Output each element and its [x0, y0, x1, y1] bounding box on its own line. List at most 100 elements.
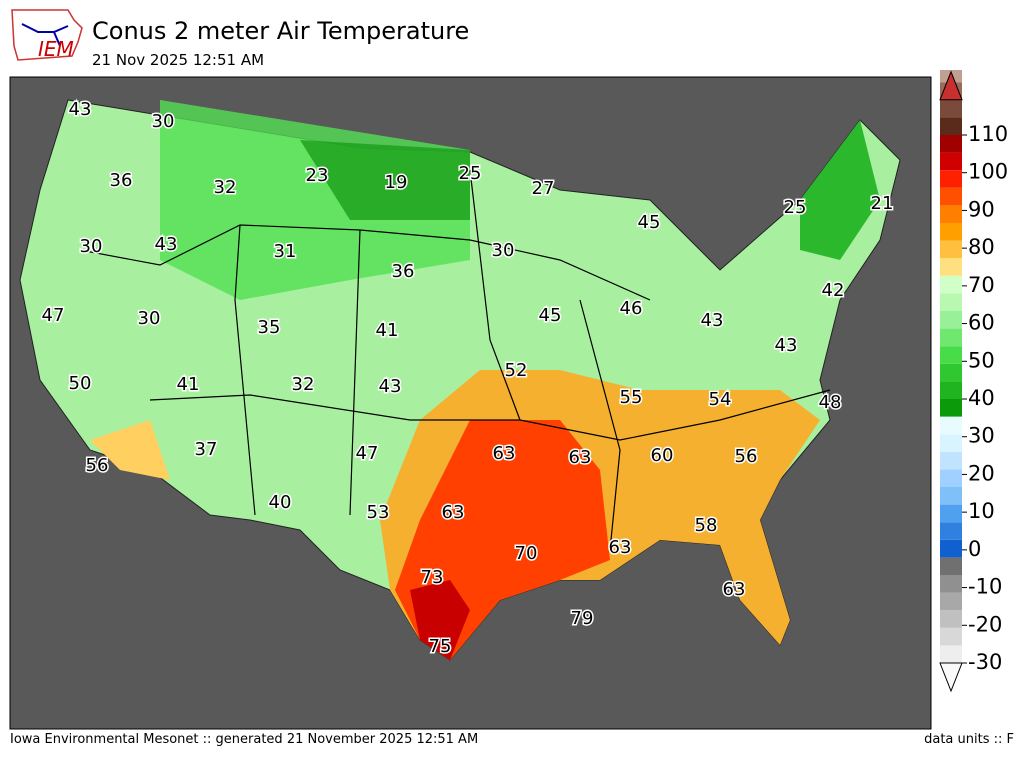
colorbar-tick-label: -10 [968, 575, 1002, 599]
temperature-label: 52 [505, 360, 528, 381]
logo: IEM [11, 9, 83, 61]
footer-right: data units :: F [924, 732, 1014, 747]
colorbar-band [940, 557, 962, 575]
temperature-label: 30 [492, 240, 515, 261]
colorbar-band [940, 487, 962, 505]
temperature-label: 50 [69, 373, 92, 394]
temperature-label: 63 [442, 502, 465, 523]
colorbar-tick-label: -30 [968, 650, 1002, 674]
colorbar-band [940, 522, 962, 540]
colorbar-tick-label: 40 [968, 386, 995, 410]
borders [79, 169, 831, 551]
colorbar-tick-label: 60 [968, 311, 995, 335]
colorbar-top [939, 70, 963, 101]
temperature-label: 25 [459, 163, 482, 184]
temperature-label: 75 [429, 636, 452, 657]
temperature-label: 42 [822, 280, 845, 301]
colorbar-bottom [939, 662, 963, 693]
temperature-label: 63 [609, 537, 632, 558]
colorbar-band [940, 223, 962, 241]
colorbar-band [940, 416, 962, 435]
temperature-label: 23 [306, 165, 329, 186]
colorbar-tick-label: 50 [968, 348, 995, 372]
zone-dark-green [300, 140, 470, 220]
colorbar-tick-label: 0 [968, 537, 981, 561]
colorbar-band [940, 627, 962, 646]
colorbar-band [940, 328, 962, 347]
temperature-label: 25 [784, 197, 807, 218]
temperature-label: 32 [214, 177, 237, 198]
colorbar-band [940, 117, 962, 135]
temperature-label: 41 [177, 374, 200, 395]
colorbar-band [940, 311, 962, 329]
temperature-label: 47 [42, 305, 65, 326]
colorbar-band [940, 399, 962, 417]
colorbar-band [940, 135, 962, 153]
temperature-label: 58 [695, 515, 718, 536]
colorbar-band [940, 170, 962, 188]
temperature-label: 47 [356, 443, 379, 464]
colorbar-band [940, 592, 962, 611]
colorbar-band [940, 381, 962, 399]
temperature-label: 79 [571, 608, 594, 629]
temperature-label: 32 [292, 374, 315, 395]
colorbar-band [940, 205, 962, 223]
colorbar-tick-label: 70 [968, 273, 995, 297]
colorbar-band [940, 240, 962, 259]
temperature-label: 30 [138, 308, 161, 329]
colorbar-tick-label: 90 [968, 197, 995, 221]
title: Conus 2 meter Air Temperature [92, 17, 470, 45]
temperature-label: 46 [620, 298, 643, 319]
colorbar-band [940, 610, 962, 628]
colorbar-tick-label: -20 [968, 612, 1002, 636]
subtitle: 21 Nov 2025 12:51 AM [92, 51, 265, 69]
colorbar-band [940, 469, 962, 487]
temperature-label: 36 [392, 261, 415, 282]
temperature-label: 60 [651, 445, 674, 466]
colorbar-band [940, 258, 962, 276]
temperature-label: 55 [620, 387, 643, 408]
colorbar-band [940, 187, 962, 206]
colorbar-band [940, 363, 962, 382]
temperature-label: 21 [871, 193, 894, 214]
temperature-label: 43 [701, 310, 724, 331]
logo-text: IEM [38, 37, 74, 61]
temperature-label: 45 [638, 212, 661, 233]
colorbar-tick-label: 30 [968, 424, 995, 448]
temperature-label: 63 [493, 443, 516, 464]
colorbar-tick-label: 80 [968, 235, 995, 259]
colorbar-band [940, 504, 962, 523]
temperature-label: 30 [152, 111, 175, 132]
colorbar-band [940, 99, 962, 118]
temperature-label: 63 [723, 579, 746, 600]
colorbar-band [940, 275, 962, 294]
colorbar-tick-label: 20 [968, 461, 995, 485]
temperature-label: 45 [539, 305, 562, 326]
colorbar-band [940, 539, 962, 558]
temperature-label: 27 [532, 178, 555, 199]
zone-hottest [410, 580, 470, 660]
temperature-label: 41 [376, 320, 399, 341]
temperature-label: 56 [86, 455, 109, 476]
temperature-label: 56 [735, 446, 758, 467]
temperature-label: 40 [269, 492, 292, 513]
colorbar-tick-label: 100 [968, 160, 1008, 184]
colorbar-band [940, 152, 962, 171]
temperature-label: 35 [258, 317, 281, 338]
colorbar-tick-label: 110 [968, 122, 1008, 146]
temperature-label: 43 [775, 335, 798, 356]
temperature-label: 36 [110, 170, 133, 191]
temperature-label: 54 [709, 389, 732, 410]
temperature-label: 63 [569, 447, 592, 468]
temperature-label: 19 [385, 172, 408, 193]
temperature-label: 43 [69, 99, 92, 120]
temperature-label: 73 [421, 567, 444, 588]
zone-desert [90, 420, 170, 480]
temperature-label: 37 [195, 439, 218, 460]
colorbar-band [940, 434, 962, 452]
colorbar-band [940, 293, 962, 311]
temperature-label: 43 [379, 376, 402, 397]
temperature-label: 53 [367, 502, 390, 523]
